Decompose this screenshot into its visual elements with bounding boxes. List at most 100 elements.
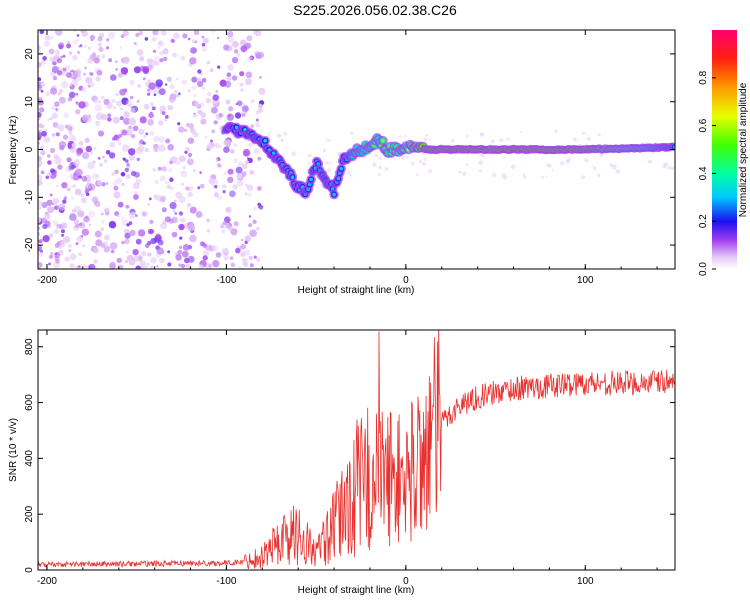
noise-speck xyxy=(59,88,64,94)
noise-speck xyxy=(52,220,58,226)
noise-speck xyxy=(92,173,99,180)
noise-speck xyxy=(235,166,243,174)
noise-speck xyxy=(510,164,516,169)
noise-speck xyxy=(47,172,52,177)
noise-speck xyxy=(173,32,180,39)
noise-speck xyxy=(458,171,462,174)
noise-speck xyxy=(185,186,190,191)
noise-speck xyxy=(133,42,137,45)
noise-speck xyxy=(38,61,42,68)
noise-speck xyxy=(250,99,255,104)
noise-speck xyxy=(47,206,55,214)
snr-panel: -200 -100 0 100 0 200 400 600 800 Height of str… xyxy=(8,329,676,596)
noise-speck xyxy=(232,41,239,48)
noise-speck xyxy=(124,238,130,245)
noise-speck xyxy=(147,79,152,83)
noise-speck xyxy=(47,160,52,165)
noise-speck xyxy=(67,243,72,248)
noise-speck xyxy=(60,55,64,59)
noise-speck xyxy=(520,130,523,133)
noise-speck xyxy=(47,154,51,158)
colorbar-axis: 0.0 0.2 0.4 0.6 0.8 xyxy=(698,70,716,276)
noise-speck xyxy=(62,67,67,72)
noise-speck xyxy=(120,171,126,177)
noise-speck xyxy=(421,162,426,166)
noise-speck xyxy=(158,120,164,126)
noise-speck xyxy=(70,196,75,200)
noise-speck xyxy=(109,141,116,148)
noise-speck xyxy=(214,143,220,148)
noise-speck xyxy=(115,93,119,97)
noise-speck xyxy=(499,138,504,143)
y-tick-label: 600 xyxy=(24,394,35,411)
noise-speck xyxy=(108,31,115,39)
noise-speck xyxy=(69,253,77,261)
noise-speck xyxy=(55,132,60,137)
noise-speck xyxy=(175,254,182,261)
noise-speck xyxy=(71,142,77,148)
noise-speck xyxy=(119,116,124,121)
noise-speck xyxy=(167,104,174,111)
noise-speck xyxy=(81,87,87,93)
x-tick-label: 100 xyxy=(577,275,594,286)
noise-speck xyxy=(121,144,130,152)
noise-speck xyxy=(85,182,92,189)
noise-speck xyxy=(76,34,80,37)
noise-speck xyxy=(56,185,59,188)
spectrogram-x-label: Height of straight line (km) xyxy=(298,285,415,296)
noise-speck xyxy=(201,77,207,83)
x-tick-label: 100 xyxy=(577,576,594,587)
noise-speck xyxy=(73,205,82,214)
spectrogram-noise xyxy=(38,30,674,269)
noise-speck xyxy=(241,113,246,118)
noise-speck xyxy=(169,93,177,101)
noise-speck xyxy=(203,250,209,256)
noise-speck xyxy=(492,173,497,178)
noise-speck xyxy=(159,105,167,113)
noise-speck xyxy=(378,165,382,170)
noise-speck xyxy=(191,76,198,83)
noise-speck xyxy=(244,249,251,256)
noise-speck xyxy=(159,58,164,63)
noise-speck xyxy=(54,205,60,211)
noise-speck xyxy=(161,111,166,116)
noise-speck xyxy=(156,265,159,268)
noise-speck xyxy=(72,40,78,45)
y-tick-label: 0 xyxy=(24,146,35,152)
noise-speck xyxy=(213,120,218,125)
y-tick-label: -10 xyxy=(24,190,35,205)
noise-speck xyxy=(586,137,591,141)
noise-speck xyxy=(179,236,183,240)
noise-speck xyxy=(128,211,137,219)
noise-speck xyxy=(599,152,604,158)
noise-speck xyxy=(126,223,130,227)
noise-speck xyxy=(117,201,124,208)
noise-speck xyxy=(325,161,329,165)
noise-speck xyxy=(202,37,209,44)
noise-speck xyxy=(648,159,653,164)
noise-speck xyxy=(223,44,230,51)
noise-speck xyxy=(170,186,174,190)
noise-speck xyxy=(77,50,81,55)
noise-speck xyxy=(61,233,65,237)
noise-speck xyxy=(88,223,92,227)
noise-speck xyxy=(244,235,252,242)
noise-speck xyxy=(210,30,217,33)
noise-speck xyxy=(210,139,213,143)
noise-speck xyxy=(592,166,597,170)
noise-speck xyxy=(178,211,184,216)
noise-speck xyxy=(89,72,92,76)
noise-speck xyxy=(44,35,51,41)
noise-speck xyxy=(147,228,154,235)
noise-speck xyxy=(41,130,47,137)
noise-speck xyxy=(104,207,110,213)
noise-speck xyxy=(193,169,196,172)
noise-speck xyxy=(132,248,139,256)
noise-speck xyxy=(107,113,111,117)
noise-speck xyxy=(167,262,172,267)
noise-speck xyxy=(67,97,73,102)
noise-speck xyxy=(237,161,243,167)
noise-speck xyxy=(465,134,469,138)
noise-speck xyxy=(210,106,218,114)
noise-speck xyxy=(127,166,130,169)
